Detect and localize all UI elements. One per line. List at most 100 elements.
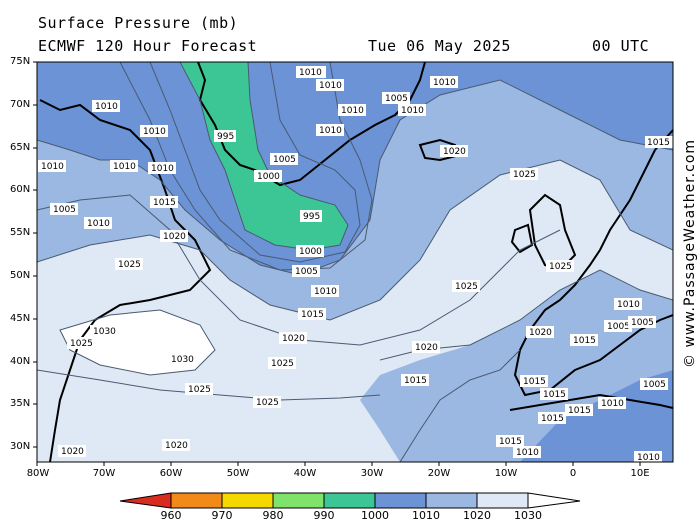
isobar-label: 1010 xyxy=(41,162,64,172)
isobar-label: 1025 xyxy=(455,282,478,292)
isobar-label: 1005 xyxy=(273,155,296,165)
lat-label: 45N xyxy=(10,313,31,324)
lon-label: 10E xyxy=(630,468,650,479)
pressure-field-1000 xyxy=(37,62,673,275)
lon-label: 0 xyxy=(569,468,577,479)
isobar-label: 1015 xyxy=(647,138,670,148)
lon-label: 50W xyxy=(226,468,250,479)
isobar-label: 1020 xyxy=(529,328,552,338)
lon-label: 30W xyxy=(360,468,384,479)
isobar-label: 1015 xyxy=(568,406,591,416)
legend-swatch-1030 xyxy=(477,493,528,508)
isobar-labels: 1010 1010 1010 1010 1005 1000 995 995 10… xyxy=(38,66,673,463)
legend-swatch-1000 xyxy=(324,493,375,508)
lon-label: 80W xyxy=(26,468,50,479)
isobar-label: 1020 xyxy=(61,447,84,457)
isobar-label: 1015 xyxy=(153,198,176,208)
isobar-label: 1005 xyxy=(295,267,318,277)
lon-label: 10W xyxy=(494,468,518,479)
isobar-label: 1010 xyxy=(601,399,624,409)
forecast-time: 00 UTC xyxy=(592,37,650,55)
legend-swatch-1010 xyxy=(375,493,426,508)
isobar-label: 1025 xyxy=(70,339,93,349)
isobar-1030 xyxy=(59,309,216,376)
legend-swatch-max xyxy=(528,493,580,508)
isobar-label: 995 xyxy=(303,212,320,222)
lat-label: 35N xyxy=(10,398,31,409)
isobar-label: 1010 xyxy=(95,102,118,112)
isobar-label: 1015 xyxy=(404,376,427,386)
isobar-label: 1005 xyxy=(385,94,408,104)
isobar-label: 1005 xyxy=(631,318,654,328)
isobar-label: 1015 xyxy=(301,310,324,320)
isobar-label: 1010 xyxy=(319,81,342,91)
legend-label: 980 xyxy=(262,509,284,522)
forecast-model: ECMWF 120 Hour Forecast xyxy=(38,37,258,55)
legend-swatch-970 xyxy=(171,493,222,508)
lat-label: 70N xyxy=(10,99,31,110)
isobar-label: 1010 xyxy=(87,219,110,229)
isobar-label: 1025 xyxy=(549,262,572,272)
isobar-label: 1025 xyxy=(118,260,141,270)
legend-label: 960 xyxy=(160,509,182,522)
legend-label: 1010 xyxy=(412,509,440,522)
isobar-label: 1015 xyxy=(523,377,546,387)
legend-label: 1020 xyxy=(463,509,491,522)
legend-label: 1030 xyxy=(514,509,542,522)
isobar-label: 1010 xyxy=(617,300,640,310)
isobar-label: 1020 xyxy=(163,232,186,242)
axis-ticks xyxy=(33,61,641,466)
pressure-field-europe-low xyxy=(520,370,673,462)
isobar-label: 995 xyxy=(217,132,234,142)
legend-swatch-990 xyxy=(273,493,324,508)
isobar-label: 1010 xyxy=(314,287,337,297)
map-title: Surface Pressure (mb) xyxy=(38,14,239,32)
great-britain-coast xyxy=(528,193,577,272)
lat-label: 30N xyxy=(10,441,31,452)
isobar-label: 1030 xyxy=(171,355,194,365)
legend-label: 970 xyxy=(211,509,233,522)
lat-label: 50N xyxy=(10,270,31,281)
isobar-label: 1030 xyxy=(93,327,116,337)
legend-label: 990 xyxy=(313,509,335,522)
lat-label: 60N xyxy=(10,184,31,195)
north-africa-coast xyxy=(509,393,673,411)
isobar-label: 1010 xyxy=(151,164,174,174)
isobar-label: 1025 xyxy=(188,385,211,395)
isobar-995 xyxy=(179,62,349,251)
north-america-coast xyxy=(39,99,212,462)
isobar-label: 1005 xyxy=(607,322,630,332)
pressure-legend xyxy=(119,492,581,509)
map-frame xyxy=(36,61,674,463)
isobar-label: 1025 xyxy=(256,398,279,408)
isobar-label: 1015 xyxy=(573,336,596,346)
legend-swatch-980 xyxy=(222,493,273,508)
forecast-date: Tue 06 May 2025 xyxy=(368,37,511,55)
lon-label: 70W xyxy=(92,468,116,479)
isobar-label: 1020 xyxy=(443,147,466,157)
isobar-label: 1000 xyxy=(299,247,322,257)
isobar-label: 1010 xyxy=(433,78,456,88)
isobar-label: 1010 xyxy=(637,453,660,463)
isobar-label: 1010 xyxy=(143,127,166,137)
isobar-label: 1005 xyxy=(643,380,666,390)
lat-label: 65N xyxy=(10,142,31,153)
lon-label: 20W xyxy=(427,468,451,479)
isobar-label: 1020 xyxy=(415,343,438,353)
pressure-field-990 xyxy=(180,62,348,250)
isobar-label: 1010 xyxy=(319,126,342,136)
lat-label: 40N xyxy=(10,356,31,367)
isobar-label: 1005 xyxy=(53,205,76,215)
isobar-label: 1010 xyxy=(516,448,539,458)
watermark-text: © www.PassageWeather.com xyxy=(682,138,698,368)
isobar-label: 1020 xyxy=(165,441,188,451)
isobar-label: 1010 xyxy=(299,68,322,78)
isobar-label: 1000 xyxy=(257,172,280,182)
isobar-label: 1025 xyxy=(513,170,536,180)
isobar-label: 1020 xyxy=(282,334,305,344)
isobar-label: 1015 xyxy=(541,414,564,424)
isobar-label: 1010 xyxy=(341,106,364,116)
lon-label: 60W xyxy=(159,468,183,479)
lat-label: 75N xyxy=(10,56,31,67)
